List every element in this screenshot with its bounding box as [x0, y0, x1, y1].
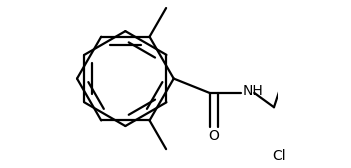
Text: NH: NH: [243, 84, 263, 98]
Text: O: O: [208, 129, 219, 143]
Text: Cl: Cl: [273, 149, 286, 163]
